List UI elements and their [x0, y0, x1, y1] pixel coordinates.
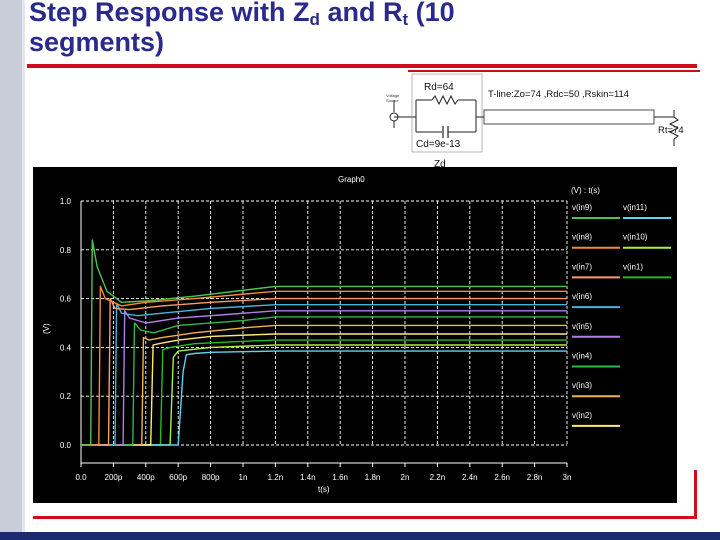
legend-header: (V) : t(s)	[571, 186, 600, 195]
x-tick-label: 400p	[137, 473, 155, 482]
bottom-strip	[0, 532, 720, 540]
series-line-vin2	[81, 333, 567, 446]
legend-entry-label: v(in4)	[572, 352, 592, 361]
series-line-vin11	[81, 350, 567, 446]
y-tick-label: 0.8	[60, 246, 72, 255]
series-line-vin6	[81, 302, 567, 446]
legend-entry-label: v(in11)	[623, 203, 647, 212]
series-line-vin5	[81, 310, 567, 446]
left-decor-edge	[22, 0, 25, 540]
y-tick-label: 0.0	[60, 441, 72, 450]
slide-title: Step Response with Zd and Rt (10 segment…	[29, 0, 589, 57]
left-decor-bar	[0, 0, 22, 540]
series-line-vin8	[81, 285, 567, 446]
legend-entry-label: v(in10)	[623, 233, 648, 242]
legend-entry-label: v(in7)	[572, 262, 592, 271]
x-tick-label: 1.2n	[268, 473, 284, 482]
circuit-schematic: Voltage Source Rd=64 Cd=9e-13 Zd T-line:…	[382, 70, 700, 170]
series-line-vin3	[81, 324, 567, 446]
series-line-vin1	[81, 339, 567, 446]
axes: 0.0 200p 400p 600p 800p 1n 1.2n 1.4n 1.6n 1.8n 2n 2…	[60, 197, 572, 482]
voltage-source-label-1: Voltage	[386, 93, 400, 98]
x-tick-label: 2.8n	[527, 473, 543, 482]
legend-entry-label: v(in8)	[572, 233, 592, 242]
rd-label: Rd=64	[424, 82, 454, 93]
bottom-rule	[33, 516, 697, 519]
y-tick-label: 1.0	[60, 197, 72, 206]
x-tick-label: 200p	[105, 473, 123, 482]
tline-block	[483, 109, 655, 125]
x-tick-label: 800p	[202, 473, 220, 482]
x-tick-label: 2.2n	[430, 473, 446, 482]
x-tick-label: 2.4n	[462, 473, 478, 482]
y-axis-label: (V)	[42, 323, 51, 334]
x-tick-label: 0.0	[75, 473, 87, 482]
rt-resistor-icon	[668, 116, 680, 140]
legend-entry-label: v(in6)	[572, 292, 592, 301]
x-tick-label: 600p	[169, 473, 187, 482]
legend-entry-label: v(in5)	[572, 322, 592, 331]
title-part2: and R	[319, 0, 403, 27]
title-sub-t: t	[402, 10, 409, 29]
x-tick-label: 1.6n	[332, 473, 348, 482]
title-sub-d: d	[309, 10, 320, 29]
x-tick-label: 3n	[563, 473, 572, 482]
legend-entry-label: v(in3)	[572, 381, 592, 390]
title-part3: (10 segments)	[29, 0, 455, 57]
voltage-source-label-2: Source	[386, 98, 399, 103]
grid	[80, 200, 568, 446]
x-tick-label: 2n	[401, 473, 410, 482]
right-rule	[694, 470, 697, 519]
rt-label: Rt=74	[658, 125, 684, 136]
series-line-vin9	[81, 239, 567, 446]
x-axis-label: t(s)	[318, 485, 330, 494]
series-line-vin7	[81, 297, 567, 446]
zd-label: Zd	[434, 159, 446, 170]
zd-box	[411, 73, 483, 153]
series-line-vin4	[81, 316, 567, 446]
legend-entry-label: v(in9)	[572, 203, 592, 212]
x-tick-label: 1.8n	[365, 473, 381, 482]
x-tick-label: 1.4n	[300, 473, 316, 482]
y-tick-label: 0.6	[60, 295, 72, 304]
series-line-vin10	[81, 344, 567, 446]
series-lines	[81, 239, 567, 446]
title-underline	[27, 64, 697, 68]
x-tick-label: 1n	[239, 473, 248, 482]
rd-resistor-icon	[431, 94, 459, 106]
title-part1: Step Response with Z	[29, 0, 310, 27]
y-tick-label: 0.2	[60, 392, 72, 401]
legend-entry-label: v(in1)	[623, 262, 643, 271]
tline-label: T-line:Zo=74 ,Rdc=50 ,Rskin=114	[488, 89, 629, 100]
cd-label: Cd=9e-13	[416, 139, 461, 150]
chart-title: Graph0	[338, 175, 365, 184]
x-tick-label: 2.6n	[494, 473, 510, 482]
legend: v(in9) v(in8) v(in7) v(in6) v(in5) v(in4) v(in…	[572, 203, 671, 427]
y-tick-label: 0.4	[60, 343, 72, 352]
legend-entry-label: v(in2)	[572, 411, 592, 420]
waveform-plot: Graph0 (V) t(s) (V) : t(s) 0.0 200p 400p 60…	[33, 167, 677, 503]
